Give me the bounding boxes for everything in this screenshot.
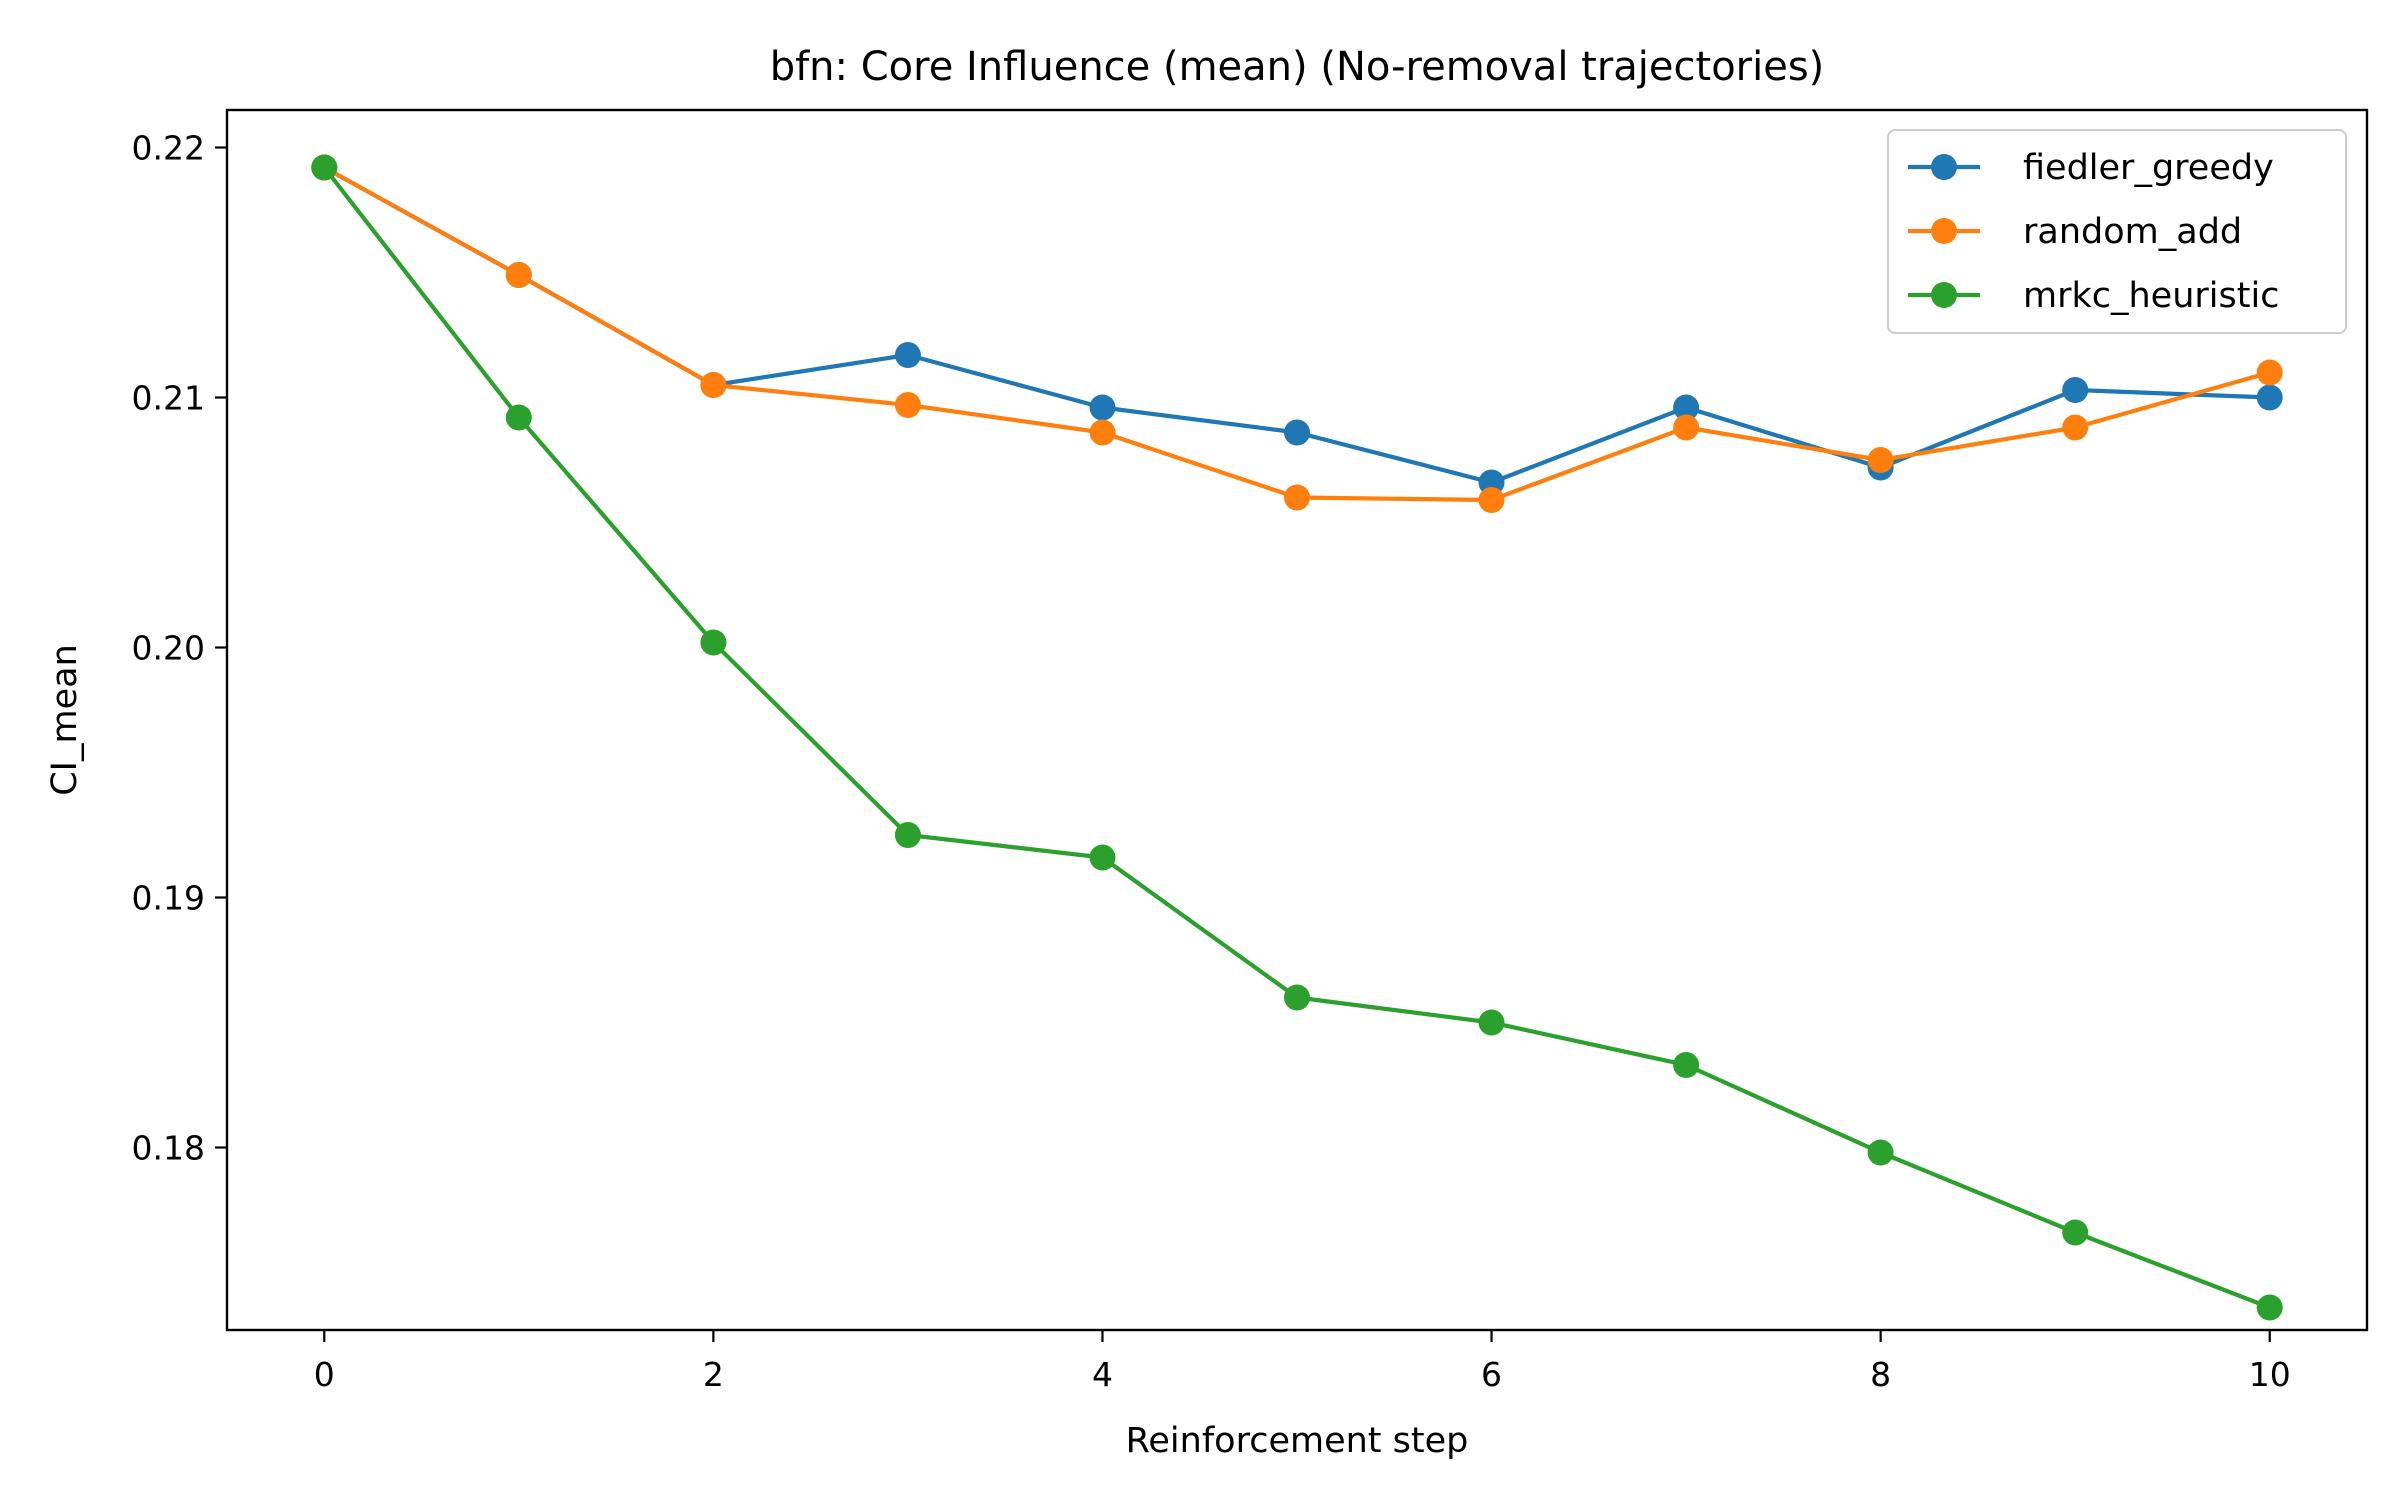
axis-ticks: 0 2 4 6 8 10 0.18 0.19 0.20 0.21 0.22 [132,129,2291,1395]
data-point-mrkc_heuristic-3 [894,822,921,848]
data-point-random_add-10 [2256,359,2283,386]
y-tick-label-0.21: 0.21 [132,379,205,418]
x-tick-label-6: 6 [1481,1355,1502,1394]
data-point-mrkc_heuristic-1 [505,404,532,431]
chart-title: bfn: Core Influence (mean) (No-removal t… [770,44,1825,90]
data-point-mrkc_heuristic-7 [1673,1052,1700,1078]
data-point-fiedler_greedy-5 [1284,419,1310,446]
legend-box [1887,129,2347,334]
x-axis-label: Reinforcement step [1126,1421,1469,1461]
data-point-random_add-9 [2062,414,2089,441]
y-tick-label-0.19: 0.19 [132,879,205,918]
x-tick-label-10: 10 [2249,1355,2291,1394]
data-point-random_add-4 [1089,419,1116,446]
legend-marker-mrkc_heuristic [1931,282,1957,308]
data-point-mrkc_heuristic-10 [2256,1294,2283,1321]
y-tick-label-0.22: 0.22 [132,129,205,168]
data-point-mrkc_heuristic-0 [311,154,338,181]
data-point-random_add-2 [700,372,727,398]
legend-label-fiedler_greedy: fiedler_greedy [2023,148,2274,188]
legend-label-mrkc_heuristic: mrkc_heuristic [2023,276,2279,316]
data-point-random_add-8 [1867,447,1894,473]
data-point-random_add-5 [1284,484,1310,511]
data-point-fiedler_greedy-10 [2256,384,2283,411]
plot-frame [225,108,2369,1332]
x-tick-label-0: 0 [314,1355,335,1394]
data-point-mrkc_heuristic-2 [700,629,727,656]
legend-marker-random_add [1931,218,1957,244]
legend-marker-fiedler_greedy [1931,154,1957,180]
x-tick-label-8: 8 [1870,1355,1891,1394]
data-point-mrkc_heuristic-6 [1478,1009,1505,1036]
data-point-random_add-6 [1478,487,1505,513]
data-point-mrkc_heuristic-4 [1089,844,1116,871]
y-axis-label: CI_mean [45,644,85,796]
data-point-mrkc_heuristic-9 [2062,1219,2089,1246]
data-point-fiedler_greedy-3 [894,342,921,368]
data-point-mrkc_heuristic-8 [1867,1139,1894,1166]
data-point-fiedler_greedy-7 [1673,394,1700,421]
data-point-fiedler_greedy-4 [1089,394,1116,421]
x-tick-label-2: 2 [703,1355,724,1394]
y-tick-label-0.18: 0.18 [132,1129,205,1168]
data-point-random_add-3 [894,392,921,418]
data-point-fiedler_greedy-9 [2062,377,2089,403]
plot-area [311,154,2283,1321]
legend-label-random_add: random_add [2023,212,2242,252]
x-tick-label-4: 4 [1092,1355,1113,1394]
data-point-random_add-1 [505,262,532,288]
data-point-random_add-7 [1673,414,1700,441]
data-point-mrkc_heuristic-5 [1284,984,1310,1011]
y-tick-label-0.20: 0.20 [132,629,205,668]
legend: fiedler_greedy random_add mrkc_heuristic [1887,129,2347,334]
